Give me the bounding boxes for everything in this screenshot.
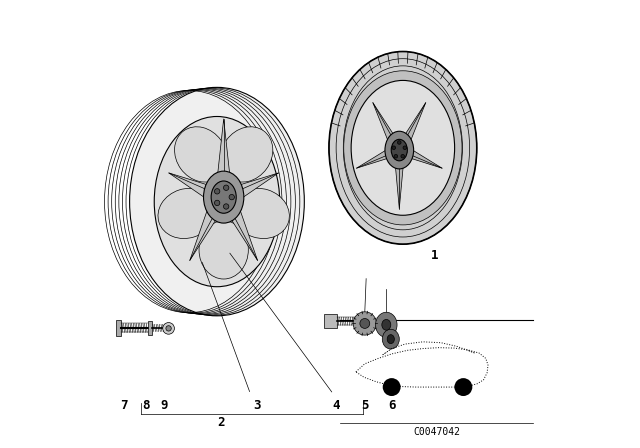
Polygon shape — [190, 197, 224, 260]
Polygon shape — [356, 150, 399, 168]
Polygon shape — [399, 103, 426, 150]
Circle shape — [383, 378, 401, 396]
Text: 8: 8 — [143, 399, 150, 412]
Ellipse shape — [130, 87, 305, 316]
Ellipse shape — [175, 127, 227, 182]
Circle shape — [163, 323, 175, 334]
Circle shape — [403, 146, 406, 150]
Ellipse shape — [382, 329, 399, 349]
Ellipse shape — [158, 188, 216, 238]
Ellipse shape — [376, 312, 397, 337]
Text: 6: 6 — [388, 399, 396, 412]
Ellipse shape — [344, 71, 462, 225]
Ellipse shape — [385, 131, 413, 169]
Polygon shape — [224, 197, 257, 260]
Circle shape — [214, 200, 220, 206]
Polygon shape — [224, 173, 278, 198]
Circle shape — [353, 312, 376, 335]
Ellipse shape — [329, 52, 477, 244]
Ellipse shape — [387, 335, 394, 344]
Circle shape — [229, 194, 234, 200]
Bar — [324, 314, 337, 328]
Text: 7: 7 — [120, 399, 128, 412]
Text: 9: 9 — [161, 399, 168, 412]
Text: 4: 4 — [332, 399, 339, 412]
Ellipse shape — [211, 181, 236, 213]
Circle shape — [223, 204, 229, 209]
Text: 3: 3 — [253, 399, 261, 412]
Polygon shape — [399, 150, 442, 168]
Circle shape — [166, 326, 172, 331]
Bar — [116, 320, 121, 336]
Polygon shape — [217, 119, 230, 197]
Circle shape — [401, 155, 404, 158]
Polygon shape — [373, 103, 399, 150]
Circle shape — [454, 378, 472, 396]
Circle shape — [397, 141, 401, 144]
Polygon shape — [395, 150, 404, 209]
Circle shape — [392, 146, 396, 150]
Circle shape — [394, 155, 397, 158]
Text: C0047042: C0047042 — [413, 427, 460, 437]
Ellipse shape — [204, 171, 244, 223]
Ellipse shape — [232, 188, 289, 238]
Ellipse shape — [220, 127, 273, 182]
Bar — [148, 321, 152, 335]
Circle shape — [360, 319, 370, 328]
Ellipse shape — [351, 81, 454, 215]
Text: 5: 5 — [361, 399, 369, 412]
Ellipse shape — [154, 116, 280, 287]
Text: 2: 2 — [218, 416, 225, 429]
Ellipse shape — [199, 221, 248, 279]
Ellipse shape — [382, 319, 391, 330]
Circle shape — [223, 185, 229, 190]
Circle shape — [214, 189, 220, 194]
Text: 1: 1 — [431, 249, 438, 262]
Ellipse shape — [391, 139, 408, 161]
Polygon shape — [169, 173, 224, 198]
